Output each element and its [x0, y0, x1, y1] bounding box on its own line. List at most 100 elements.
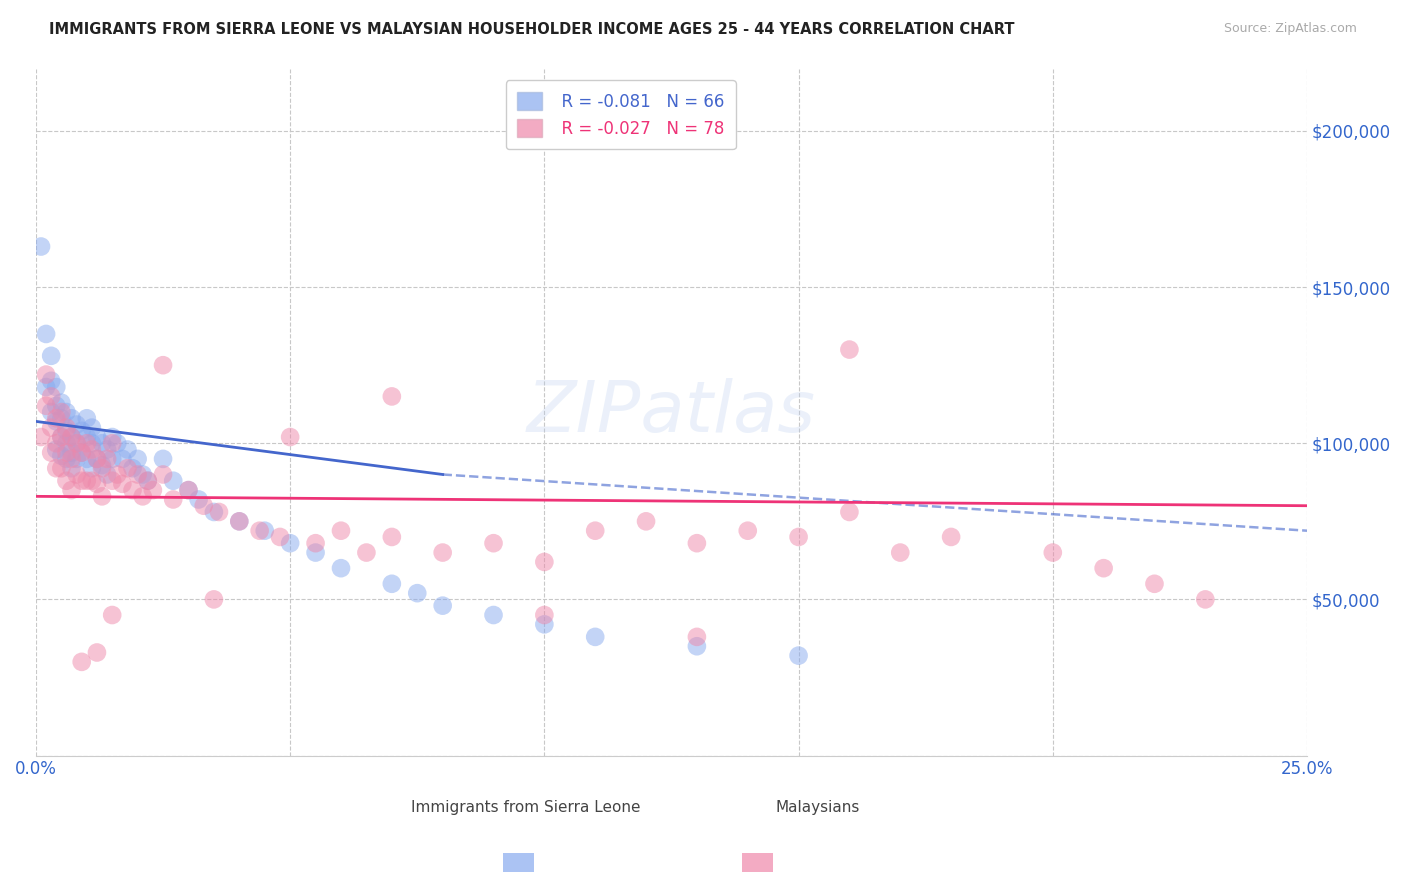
- Point: [152, 451, 174, 466]
- Point: [136, 474, 159, 488]
- Point: [45, 380, 67, 394]
- Point: [65, 436, 87, 450]
- Point: [39, 445, 62, 459]
- Text: IMMIGRANTS FROM SIERRA LEONE VS MALAYSIAN HOUSEHOLDER INCOME AGES 25 - 44 YEARS : IMMIGRANTS FROM SIERRA LEONE VS MALAYSIA…: [49, 22, 1015, 37]
- Point: [35, 326, 58, 341]
- Point: [142, 483, 165, 497]
- Point: [162, 474, 184, 488]
- Point: [533, 555, 555, 569]
- Point: [101, 474, 124, 488]
- Point: [39, 374, 62, 388]
- Point: [51, 430, 73, 444]
- Point: [86, 430, 108, 444]
- Point: [117, 442, 139, 457]
- Point: [686, 536, 709, 550]
- Point: [86, 451, 108, 466]
- Point: [356, 545, 378, 559]
- Point: [406, 586, 429, 600]
- Point: [91, 458, 114, 472]
- Point: [838, 343, 860, 357]
- Point: [35, 399, 58, 413]
- Point: [60, 461, 83, 475]
- Point: [39, 405, 62, 419]
- Point: [65, 417, 87, 432]
- Point: [51, 405, 73, 419]
- Point: [1194, 592, 1216, 607]
- Point: [60, 483, 83, 497]
- Point: [228, 514, 250, 528]
- Point: [70, 474, 93, 488]
- Point: [55, 474, 77, 488]
- Point: [80, 474, 103, 488]
- Point: [101, 436, 124, 450]
- Point: [787, 530, 810, 544]
- Point: [55, 405, 77, 419]
- Point: [330, 524, 353, 538]
- Point: [105, 436, 128, 450]
- Point: [55, 420, 77, 434]
- Text: Malaysians: Malaysians: [776, 799, 860, 814]
- Point: [39, 420, 62, 434]
- Point: [121, 461, 143, 475]
- Point: [45, 411, 67, 425]
- Point: [193, 499, 215, 513]
- Point: [1143, 576, 1166, 591]
- Point: [330, 561, 353, 575]
- Point: [30, 430, 52, 444]
- Point: [76, 436, 98, 450]
- Point: [35, 368, 58, 382]
- Point: [60, 451, 83, 466]
- Text: ZIPatlas: ZIPatlas: [527, 377, 815, 447]
- Point: [737, 524, 759, 538]
- Point: [76, 474, 98, 488]
- Point: [76, 451, 98, 466]
- Point: [96, 442, 118, 457]
- Point: [432, 599, 454, 613]
- Point: [381, 530, 404, 544]
- Point: [86, 476, 108, 491]
- Point: [45, 399, 67, 413]
- Point: [686, 630, 709, 644]
- Point: [127, 451, 149, 466]
- Point: [65, 467, 87, 482]
- Point: [381, 389, 404, 403]
- Point: [127, 467, 149, 482]
- Point: [86, 645, 108, 659]
- Point: [39, 389, 62, 403]
- Point: [939, 530, 962, 544]
- Point: [70, 445, 93, 459]
- Point: [91, 436, 114, 450]
- Point: [111, 476, 134, 491]
- Text: Immigrants from Sierra Leone: Immigrants from Sierra Leone: [411, 799, 640, 814]
- Point: [91, 461, 114, 475]
- Point: [51, 449, 73, 463]
- Point: [60, 430, 83, 444]
- Point: [45, 414, 67, 428]
- Point: [482, 607, 505, 622]
- Point: [45, 461, 67, 475]
- Point: [60, 430, 83, 444]
- Point: [101, 607, 124, 622]
- Point: [51, 461, 73, 475]
- Point: [96, 451, 118, 466]
- Point: [39, 349, 62, 363]
- Point: [55, 445, 77, 459]
- Point: [111, 451, 134, 466]
- Point: [55, 436, 77, 450]
- Point: [787, 648, 810, 663]
- Point: [889, 545, 911, 559]
- Point: [86, 451, 108, 466]
- Point: [65, 436, 87, 450]
- Point: [583, 524, 606, 538]
- Point: [80, 420, 103, 434]
- Point: [152, 358, 174, 372]
- Point: [634, 514, 657, 528]
- Point: [30, 239, 52, 253]
- Point: [432, 545, 454, 559]
- Point: [162, 492, 184, 507]
- Point: [80, 461, 103, 475]
- Point: [80, 442, 103, 457]
- Point: [131, 467, 153, 482]
- Point: [269, 530, 291, 544]
- Point: [91, 489, 114, 503]
